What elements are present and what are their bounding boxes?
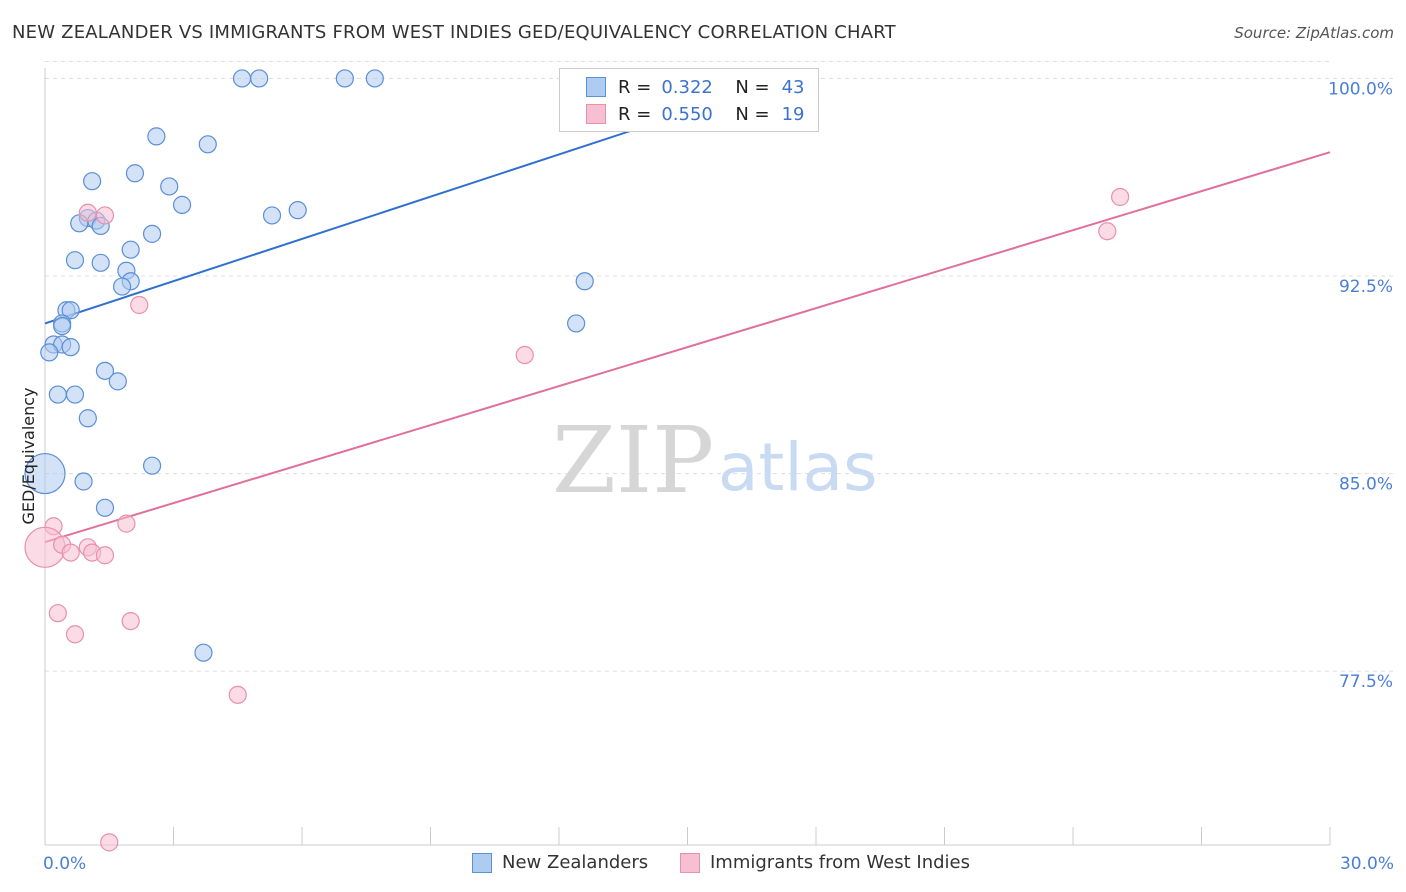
point-new-zealanders: [65, 385, 85, 404]
point-new-zealanders: [262, 206, 282, 225]
point-new-zealanders: [112, 277, 132, 296]
point-new-zealanders: [147, 127, 166, 146]
gridlines: [45, 60, 1395, 672]
point-west-indies: [1111, 187, 1130, 207]
legend-item-new-zealanders: New Zealanders: [472, 852, 648, 873]
y-axis-label: GED/Equivalency: [19, 387, 38, 524]
n-label: N =: [735, 103, 770, 125]
point-west-indies: [48, 604, 67, 623]
chart-title: NEW ZEALANDER VS IMMIGRANTS FROM WEST IN…: [12, 22, 896, 43]
point-west-indies: [121, 611, 140, 631]
watermark-atlas: atlas: [718, 429, 878, 506]
point-new-zealanders: [24, 452, 66, 495]
point-new-zealanders: [335, 69, 354, 88]
point-west-indies: [95, 206, 115, 225]
trend-line: [44, 151, 1331, 544]
point-new-zealanders: [575, 272, 594, 291]
point-new-zealanders: [567, 314, 586, 333]
r-value: 0.322: [661, 76, 713, 98]
point-new-zealanders: [48, 385, 67, 404]
point-new-zealanders: [65, 251, 85, 270]
point-west-indies: [228, 685, 247, 704]
point-new-zealanders: [108, 372, 127, 391]
y-tick-label: 100.0%: [1328, 79, 1393, 99]
point-new-zealanders: [250, 69, 269, 88]
y-tick-label: 77.5%: [1339, 672, 1393, 692]
point-new-zealanders: [40, 343, 59, 362]
point-new-zealanders: [78, 409, 97, 428]
point-west-indies: [100, 833, 119, 852]
legend-row-new-zealanders: R = 0.322 N = 43: [586, 74, 805, 100]
blue-swatch-icon: [472, 852, 492, 873]
correlation-legend: R = 0.322 N = 43 R = 0.550 N = 19: [559, 68, 819, 132]
point-west-indies: [515, 345, 534, 365]
point-new-zealanders: [288, 201, 307, 220]
y-tick-label: 92.5%: [1339, 277, 1393, 297]
point-west-indies: [1098, 222, 1117, 241]
point-new-zealanders: [95, 498, 115, 517]
blue-swatch-icon: [586, 77, 606, 97]
point-west-indies: [95, 546, 115, 565]
r-label: R =: [618, 76, 652, 98]
point-new-zealanders: [142, 224, 162, 243]
source-label: Source: ZipAtlas.com: [1234, 24, 1394, 42]
point-new-zealanders: [365, 69, 384, 88]
point-new-zealanders: [194, 643, 213, 662]
point-new-zealanders: [232, 69, 252, 88]
trend-line: [44, 98, 727, 325]
point-new-zealanders: [61, 301, 80, 320]
y-tick-label: 85.0%: [1339, 475, 1393, 495]
legend-label: Immigrants from West Indies: [710, 852, 970, 873]
point-new-zealanders: [172, 195, 192, 214]
n-label: N =: [735, 76, 770, 98]
point-new-zealanders: [91, 253, 110, 272]
r-label: R =: [618, 103, 652, 125]
point-new-zealanders: [83, 172, 102, 191]
x-tick-label-max: 30.0%: [1340, 854, 1394, 874]
legend-item-west-indies: Immigrants from West Indies: [680, 852, 970, 873]
trend-lines: [44, 98, 1331, 544]
watermark-zip: ZIP: [552, 407, 714, 514]
data-points: [24, 69, 1130, 852]
point-new-zealanders: [74, 472, 93, 491]
n-value: 19: [781, 103, 805, 125]
point-new-zealanders: [198, 135, 217, 154]
point-west-indies: [117, 514, 136, 533]
point-new-zealanders: [61, 338, 80, 357]
point-new-zealanders: [95, 361, 115, 380]
point-new-zealanders: [125, 164, 145, 183]
point-west-indies: [65, 625, 85, 644]
point-new-zealanders: [160, 177, 179, 196]
point-west-indies: [78, 203, 97, 222]
x-tick-label-min: 0.0%: [43, 854, 86, 874]
legend-row-west-indies: R = 0.550 N = 19: [586, 101, 805, 127]
point-west-indies: [61, 543, 80, 562]
r-value: 0.550: [661, 103, 713, 125]
legend-label: New Zealanders: [502, 852, 649, 873]
n-value: 43: [781, 76, 805, 98]
point-new-zealanders: [121, 240, 140, 259]
pink-swatch-icon: [586, 104, 606, 124]
point-new-zealanders: [53, 316, 72, 336]
y-tick-labels: 77.5% 85.0% 92.5% 100.0%: [1328, 79, 1393, 692]
point-new-zealanders: [142, 456, 162, 475]
point-west-indies: [130, 295, 149, 315]
pink-swatch-icon: [680, 852, 700, 873]
